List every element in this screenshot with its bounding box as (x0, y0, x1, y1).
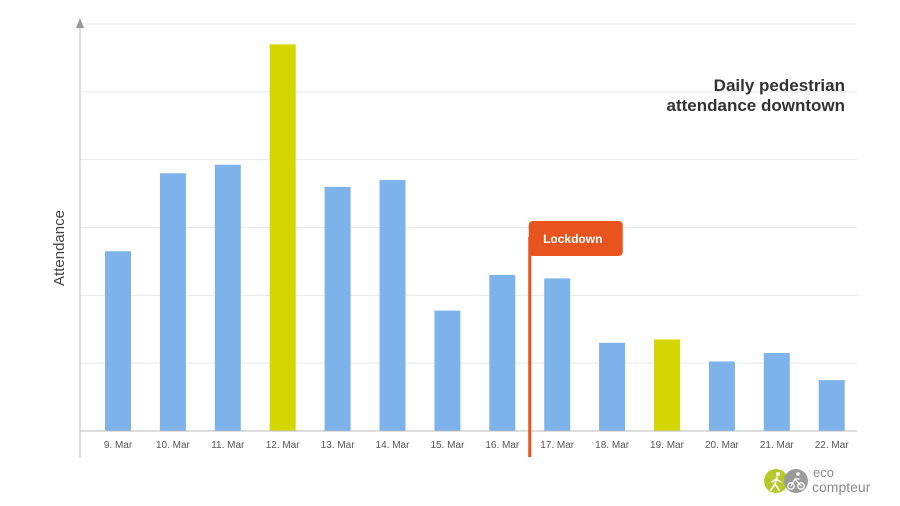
bar-21-mar (763, 352, 790, 431)
x-tick-label: 11. Mar (211, 440, 245, 451)
bar-11-mar (214, 164, 241, 432)
bar-13-mar (324, 186, 351, 431)
x-tick-label: 21. Mar (760, 440, 795, 451)
lockdown-annotation: Lockdown (528, 221, 623, 457)
bar-19-mar (654, 339, 680, 431)
gridlines (80, 23, 857, 364)
x-tick-label: 13. Mar (321, 440, 356, 451)
bar-12-mar (269, 44, 296, 431)
bar-20-mar (708, 361, 735, 431)
bar-15-mar (434, 310, 461, 431)
x-tick-label: 19. Mar (650, 440, 685, 451)
cyclist-icon (784, 469, 808, 493)
bar-17-mar (544, 278, 571, 431)
chart-title-line-1: Daily pedestrian (714, 76, 845, 95)
x-tick-label: 12. Mar (266, 440, 301, 451)
bar-18-mar (599, 342, 626, 431)
bar-9-mar (105, 251, 131, 431)
bar-16-mar (489, 274, 516, 431)
bar-14-mar (379, 180, 406, 431)
bars (105, 44, 845, 432)
lockdown-callout-box (528, 221, 623, 256)
x-tick-label: 14. Mar (376, 440, 411, 451)
logo-text-eco: eco (813, 465, 834, 480)
x-tick-label: 10. Mar (156, 440, 191, 451)
y-axis-arrow (76, 18, 84, 28)
logo-text-compteur: compteur (812, 479, 871, 495)
x-tick-label: 17. Mar (540, 440, 575, 451)
lockdown-callout-label: Lockdown (543, 232, 602, 246)
pedestrian-icon (764, 469, 788, 493)
axes (76, 18, 857, 458)
x-tick-label: 9. Mar (104, 440, 133, 451)
chart-title-line-2: attendance downtown (667, 96, 846, 115)
x-tick-label: 22. Mar (815, 440, 850, 451)
x-tick-label: 20. Mar (705, 440, 740, 451)
eco-compteur-logo: eco compteur (764, 465, 871, 495)
x-tick-label: 16. Mar (485, 440, 520, 451)
y-axis-label: Attendance (51, 210, 68, 286)
x-tick-label: 15. Mar (430, 440, 465, 451)
bar-22-mar (818, 380, 845, 431)
x-tick-labels: 9. Mar 10. Mar 11. Mar 12. Mar 13. Mar 14. Ma… (104, 440, 849, 451)
x-tick-label: 18. Mar (595, 440, 630, 451)
bar-10-mar (159, 173, 186, 431)
